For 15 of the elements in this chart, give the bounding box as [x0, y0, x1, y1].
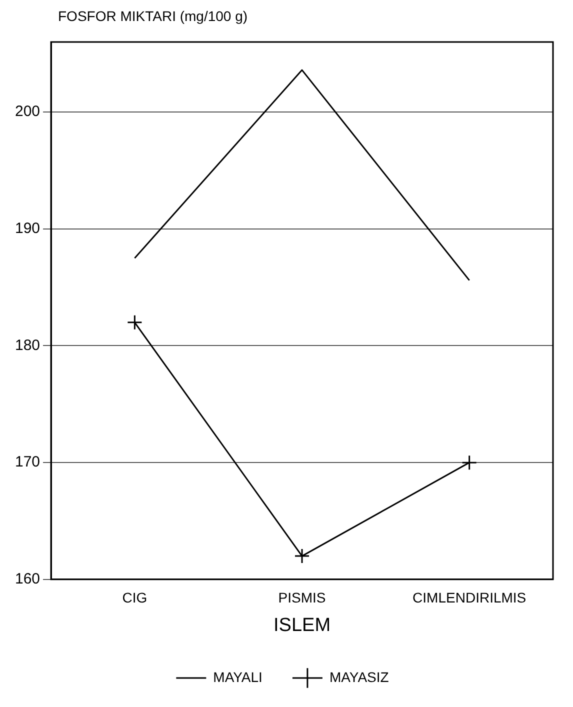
- y-tick-label: 190: [14, 220, 40, 238]
- x-tick-label: CIG: [122, 590, 148, 606]
- point: [294, 548, 310, 564]
- x-tick-label: PISMIS: [278, 590, 326, 606]
- y-tick-label: 180: [14, 336, 40, 354]
- y-tick-label: 200: [14, 103, 40, 120]
- y-axis-title: FOSFOR MIKTARI (mg/100 g): [57, 8, 249, 26]
- legend-label: MAYALI: [213, 668, 262, 685]
- point: [462, 454, 478, 470]
- point: [126, 314, 142, 330]
- x-tick-label: CIMLENDIRILMIS: [412, 590, 526, 606]
- legend-label: MAYASIZ: [329, 668, 390, 685]
- y-tick-label: 170: [14, 454, 40, 471]
- x-axis-title: ISLEM: [274, 614, 331, 636]
- y-tick-label: 160: [14, 570, 40, 588]
